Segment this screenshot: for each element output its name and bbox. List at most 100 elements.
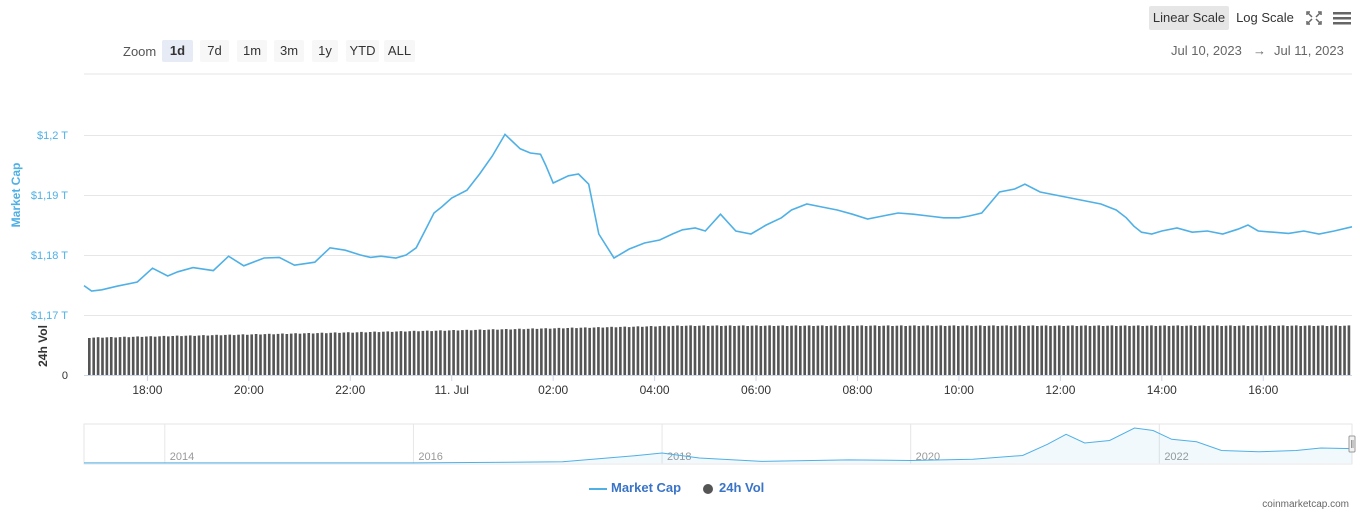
market-cap-chart[interactable]: $1,17 T $1,18 T $1,19 T $1,2 T Market Cap 2…	[0, 0, 1363, 470]
volume-bar	[706, 326, 710, 375]
volume-bar	[869, 325, 872, 375]
volume-bar	[1198, 325, 1202, 375]
volume-bar	[1022, 326, 1026, 375]
volume-bar	[667, 326, 670, 375]
volume-bar	[325, 333, 328, 375]
volume-bar	[777, 325, 780, 375]
volume-bar	[1251, 325, 1254, 375]
volume-bar	[768, 325, 771, 375]
legend-label-market-cap: Market Cap	[611, 480, 682, 495]
legend-item-volume[interactable]: 24h Vol	[703, 480, 764, 495]
volume-bar	[1132, 325, 1136, 375]
linear-scale-button[interactable]: Linear Scale	[1149, 6, 1229, 30]
zoom-button-ytd[interactable]: YTD	[346, 40, 379, 62]
log-scale-button[interactable]: Log Scale	[1236, 10, 1294, 25]
volume-bar	[88, 338, 91, 375]
volume-bar	[614, 327, 618, 375]
x-tick-label: 02:00	[538, 383, 568, 397]
zoom-button-1y[interactable]: 1y	[312, 40, 338, 62]
volume-bar	[632, 326, 635, 375]
volume-bar	[456, 330, 460, 375]
y-tick-volume-zero: 0	[62, 370, 68, 382]
zoom-button-1m[interactable]: 1m	[237, 40, 267, 62]
volume-bar	[641, 326, 644, 375]
volume-bar	[461, 330, 464, 375]
volume-bar	[1299, 326, 1302, 375]
volume-bar	[899, 325, 903, 375]
volume-bar	[386, 331, 390, 375]
volume-bar	[1031, 325, 1035, 375]
volume-bar	[351, 332, 354, 375]
volume-bar	[623, 326, 627, 375]
volume-bar	[930, 326, 934, 375]
volume-bar	[1176, 325, 1180, 375]
volume-bar	[1211, 325, 1215, 375]
y-tick-label: $1,18 T	[31, 250, 68, 262]
volume-bar	[1018, 325, 1022, 375]
date-from[interactable]: Jul 10, 2023	[1171, 43, 1242, 58]
volume-bar	[496, 329, 499, 375]
zoom-button-7d[interactable]: 7d	[200, 40, 229, 62]
volume-bar	[943, 326, 947, 375]
volume-bar	[1277, 325, 1281, 375]
volume-bar	[1097, 325, 1101, 375]
navigator-frame	[83, 423, 1353, 465]
volume-bar	[1044, 325, 1048, 375]
volume-bar	[377, 332, 381, 375]
volume-bar	[303, 333, 306, 375]
volume-bar	[636, 326, 640, 375]
date-arrow: →	[1253, 43, 1266, 58]
volume-bar	[693, 326, 697, 375]
x-tick-label: 22:00	[335, 383, 365, 397]
volume-bar	[149, 336, 153, 375]
hamburger-menu-icon[interactable]	[1331, 8, 1353, 28]
volume-bar	[1079, 325, 1083, 375]
volume-bar	[737, 325, 741, 375]
volume-bar	[1071, 325, 1074, 375]
volume-bar	[412, 330, 416, 375]
volume-bar	[684, 325, 688, 375]
volume-bar	[540, 328, 543, 375]
volume-bar	[825, 326, 828, 375]
legend-item-market-cap[interactable]: Market Cap	[589, 480, 681, 495]
volume-bar	[741, 325, 745, 375]
volume-bar	[408, 331, 412, 375]
volume-bar	[382, 331, 385, 375]
legend-dot-swatch	[703, 483, 713, 494]
volume-bar	[1334, 325, 1338, 375]
volume-bar	[965, 325, 969, 375]
volume-bar	[812, 326, 815, 375]
volume-bar	[145, 336, 148, 375]
volume-bar	[1158, 325, 1162, 375]
volume-bar	[346, 332, 350, 375]
volume-bar	[92, 337, 96, 375]
volume-bar	[996, 326, 1000, 375]
volume-bar	[1229, 325, 1232, 375]
volume-bar	[127, 337, 131, 375]
volume-bar	[842, 325, 846, 375]
volume-bar	[1264, 325, 1267, 375]
volume-bar	[267, 333, 271, 375]
zoom-button-3m[interactable]: 3m	[274, 40, 304, 62]
volume-bar	[544, 328, 548, 375]
volume-bar	[1145, 325, 1149, 375]
credit-link[interactable]: coinmarketcap.com	[1262, 499, 1349, 510]
volume-bar	[281, 333, 284, 375]
y-tick-label: $1,17 T	[31, 310, 68, 322]
volume-bar	[246, 334, 249, 375]
date-to[interactable]: Jul 11, 2023	[1274, 43, 1344, 58]
volume-bar	[1202, 325, 1206, 375]
volume-bar	[1066, 325, 1070, 375]
x-tick-label: 11. Jul	[434, 383, 468, 397]
volume-bar	[184, 335, 188, 375]
volume-bar	[711, 325, 714, 375]
volume-bar	[610, 326, 613, 375]
volume-bar	[364, 332, 368, 375]
volume-bar	[847, 325, 850, 375]
volume-bar	[1036, 326, 1039, 375]
volume-bar	[140, 336, 144, 375]
zoom-button-all[interactable]: ALL	[384, 40, 415, 62]
volume-bar	[1321, 325, 1324, 375]
zoom-button-1d[interactable]: 1d	[162, 40, 193, 62]
fullscreen-icon[interactable]	[1304, 9, 1324, 27]
